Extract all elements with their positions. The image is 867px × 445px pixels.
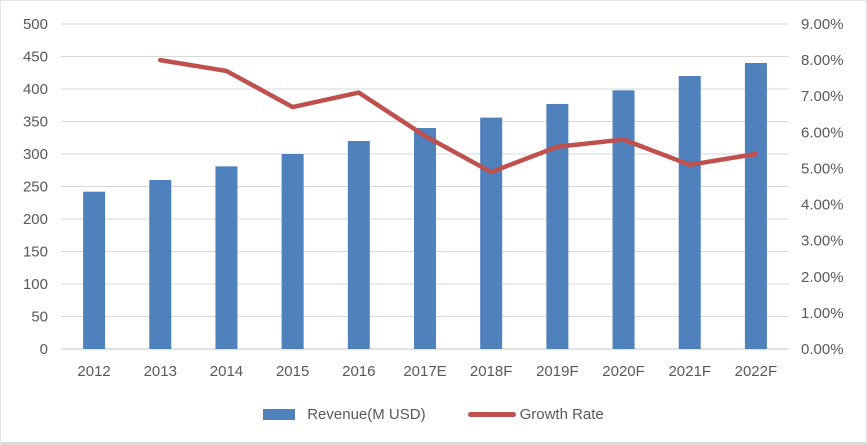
right-axis-tick: 0.00% bbox=[801, 341, 844, 358]
x-axis-label: 2014 bbox=[210, 363, 243, 380]
legend: Revenue(M USD) Growth Rate bbox=[1, 401, 866, 427]
right-axis-tick: 4.00% bbox=[801, 197, 844, 214]
legend-revenue-label: Revenue(M USD) bbox=[307, 405, 426, 423]
bar-2016 bbox=[347, 141, 370, 349]
x-axis-label: 2022F bbox=[735, 363, 778, 380]
legend-growth-swatch bbox=[467, 411, 516, 417]
left-axis-tick: 150 bbox=[23, 244, 48, 261]
bar-2017E bbox=[414, 128, 436, 349]
x-axis-label: 2019F bbox=[536, 363, 579, 380]
legend-growth-label: Growth Rate bbox=[519, 405, 604, 423]
left-axis-tick: 50 bbox=[31, 309, 48, 326]
bar-2018F bbox=[480, 117, 503, 349]
bar-2015 bbox=[281, 154, 304, 349]
growth-rate-line bbox=[158, 57, 759, 175]
right-axis-tick: 6.00% bbox=[801, 124, 844, 141]
legend-revenue-swatch bbox=[263, 408, 296, 420]
left-axis-tick: 350 bbox=[23, 114, 48, 131]
bar-2021F bbox=[678, 76, 701, 349]
right-axis-tick: 7.00% bbox=[801, 88, 844, 105]
right-axis-tick: 8.00% bbox=[801, 52, 844, 69]
left-axis-tick: 250 bbox=[23, 179, 48, 196]
bar-2014 bbox=[215, 166, 238, 349]
chart-canvas: 5004504003503002502001501005009.00%8.00%… bbox=[23, 16, 844, 380]
bar-2013 bbox=[149, 180, 172, 349]
x-axis-label: 2013 bbox=[144, 363, 177, 380]
x-axis-label: 2017E bbox=[403, 363, 446, 380]
right-axis-tick: 5.00% bbox=[801, 160, 844, 177]
left-axis-tick: 0 bbox=[40, 341, 48, 358]
right-axis-tick: 3.00% bbox=[801, 233, 844, 250]
left-axis-tick: 100 bbox=[23, 276, 48, 293]
x-axis-label: 2012 bbox=[77, 363, 110, 380]
right-axis-tick: 1.00% bbox=[801, 305, 844, 322]
x-axis-label: 2015 bbox=[276, 363, 309, 380]
x-axis-label: 2021F bbox=[668, 363, 711, 380]
bar-2019F bbox=[546, 103, 569, 349]
left-axis-tick: 400 bbox=[23, 81, 48, 98]
left-axis-tick: 450 bbox=[23, 49, 48, 66]
bar-2012 bbox=[83, 191, 106, 349]
right-axis-tick: 2.00% bbox=[801, 269, 844, 286]
x-axis-label: 2018F bbox=[470, 363, 513, 380]
x-axis-label: 2016 bbox=[342, 363, 375, 380]
left-axis-tick: 500 bbox=[23, 16, 48, 33]
bar-2022F bbox=[744, 63, 767, 349]
right-axis-tick: 9.00% bbox=[801, 16, 844, 33]
left-axis-tick: 300 bbox=[23, 146, 48, 163]
bar-2020F bbox=[612, 90, 635, 350]
left-axis-tick: 200 bbox=[23, 211, 48, 228]
x-axis-label: 2020F bbox=[602, 363, 645, 380]
